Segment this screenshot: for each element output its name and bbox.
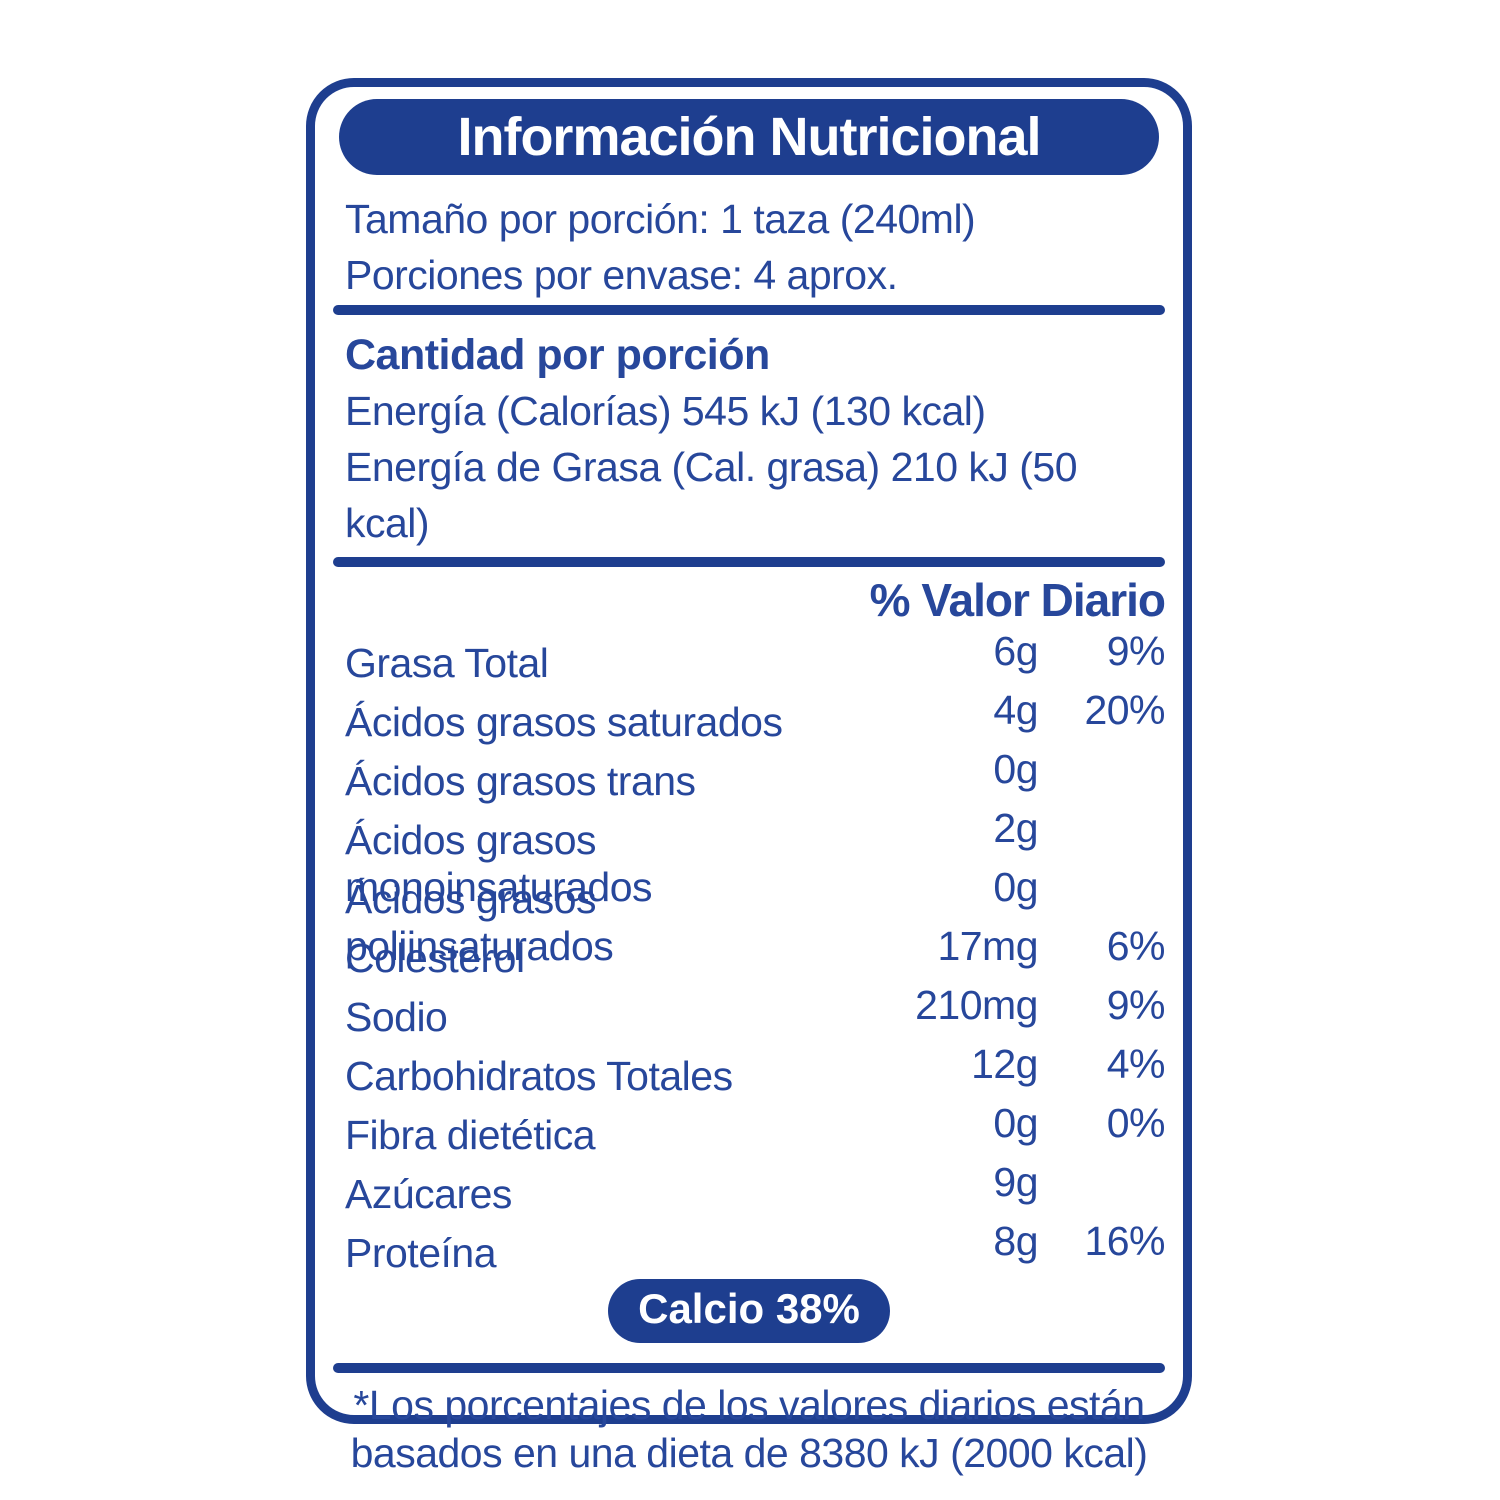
- nutrient-row: Fibra dietética 0g 0%: [345, 1100, 1166, 1159]
- daily-value-footnote: *Los porcentajes de los valores diarios …: [333, 1381, 1165, 1477]
- divider-rule: [333, 305, 1165, 315]
- nutrient-name: Proteína: [345, 1230, 497, 1276]
- amount-per-serving-heading: Cantidad por porción: [345, 331, 770, 379]
- nutrient-row: Ácidos grasos trans 0g: [345, 746, 1165, 805]
- nutrient-name: Ácidos grasos monoinsaturados: [345, 817, 653, 910]
- serving-size-line: Tamaño por porción: 1 taza (240ml): [345, 196, 976, 242]
- nutrient-daily-value: 20%: [1084, 687, 1165, 733]
- nutrient-name: Carbohidratos Totales: [345, 1053, 733, 1099]
- nutrient-amount: 12g: [971, 1041, 1038, 1087]
- nutrient-name: Sodio: [345, 994, 448, 1040]
- nutrient-daily-value: 9%: [1106, 982, 1166, 1028]
- nutrient-row: Colesterol 17mg 6%: [345, 923, 1166, 982]
- calcium-badge-label: Calcio 38%: [638, 1285, 860, 1332]
- nutrient-amount: 210mg: [915, 982, 1038, 1028]
- nutrient-row: Carbohidratos Totales 12g 4%: [345, 1041, 1166, 1100]
- panel-title: Información Nutricional: [457, 107, 1041, 167]
- nutrition-facts-panel: Información Nutricional Tamaño por porci…: [306, 78, 1192, 1476]
- nutrient-amount: 0g: [993, 746, 1038, 792]
- nutrient-amount: 0g: [993, 1100, 1038, 1146]
- panel-title-pill: Información Nutricional: [339, 99, 1159, 175]
- nutrient-daily-value: 6%: [1106, 923, 1166, 969]
- nutrient-name: Fibra dietética: [345, 1112, 596, 1158]
- nutrient-row: Sodio 210mg 9%: [345, 982, 1166, 1041]
- servings-per-container-line: Porciones por envase: 4 aprox.: [345, 252, 898, 298]
- footnote-line-2: basados en una dieta de 8380 kJ (2000 kc…: [350, 1430, 1148, 1476]
- nutrient-table: Grasa Total 6g 9% Ácidos grasos saturado…: [345, 628, 1166, 1277]
- nutrient-row: Azúcares 9g: [345, 1159, 1165, 1218]
- nutrient-row: Grasa Total 6g 9%: [345, 628, 1166, 687]
- nutrient-name: Azúcares: [345, 1171, 512, 1217]
- energy-line: Energía (Calorías) 545 kJ (130 kcal): [345, 388, 986, 434]
- amount-per-serving-section: Cantidad por porción Energía (Calorías) …: [345, 327, 1165, 551]
- nutrient-amount: 6g: [993, 628, 1038, 674]
- energy-from-fat-line: Energía de Grasa (Cal. grasa) 210 kJ (50…: [345, 444, 1078, 546]
- nutrient-name: Ácidos grasos trans: [345, 758, 696, 804]
- nutrient-amount: 8g: [993, 1218, 1038, 1264]
- divider-rule: [333, 1363, 1165, 1373]
- calcium-badge: Calcio 38%: [608, 1279, 890, 1343]
- nutrient-name: Colesterol: [345, 935, 525, 981]
- nutrient-amount: 4g: [993, 687, 1038, 733]
- divider-rule: [333, 557, 1165, 567]
- nutrient-daily-value: 16%: [1084, 1218, 1165, 1264]
- nutrient-name: Ácidos grasos saturados: [345, 699, 783, 745]
- nutrient-amount: 0g: [993, 864, 1038, 910]
- nutrient-row: Ácidos grasos monoinsaturados 2g: [345, 805, 1165, 910]
- serving-info: Tamaño por porción: 1 taza (240ml) Porci…: [345, 191, 1165, 303]
- nutrient-daily-value: 0%: [1106, 1100, 1166, 1146]
- footnote-line-1: *Los porcentajes de los valores diarios …: [353, 1382, 1145, 1428]
- nutrient-row: Ácidos grasos poliinsaturados 0g: [345, 864, 1165, 969]
- nutrient-name: Ácidos grasos poliinsaturados: [345, 876, 614, 969]
- daily-value-header: % Valor Diario: [869, 574, 1166, 626]
- nutrient-amount: 9g: [993, 1159, 1038, 1205]
- nutrient-amount: 17mg: [937, 923, 1038, 969]
- nutrient-daily-value: 4%: [1106, 1041, 1166, 1087]
- nutrient-amount: 2g: [993, 805, 1038, 851]
- nutrient-row: Proteína 8g 16%: [345, 1218, 1166, 1277]
- nutrient-name: Grasa Total: [345, 640, 549, 686]
- nutrient-daily-value: 9%: [1106, 628, 1166, 674]
- nutrient-row: Ácidos grasos saturados 4g 20%: [345, 687, 1166, 746]
